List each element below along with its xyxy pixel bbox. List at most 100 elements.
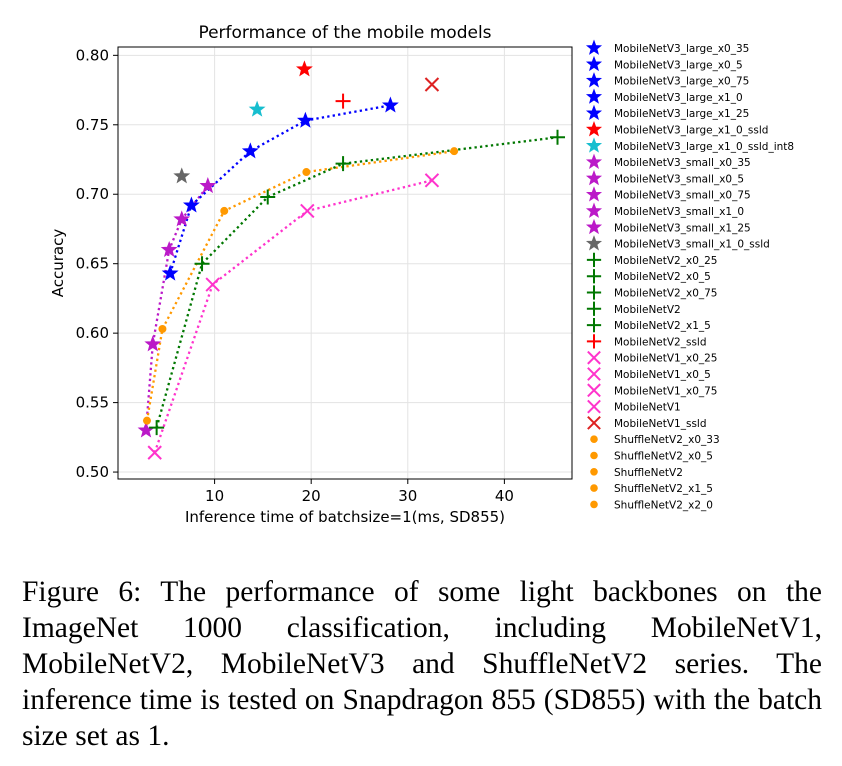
legend-marker [587, 399, 601, 414]
y-tick-label: 0.70 [76, 185, 109, 203]
legend-marker [590, 500, 598, 509]
point-MobileNetV2_x0_25 [149, 420, 165, 436]
data-markers [137, 60, 566, 460]
point-MobileNetV1_ssld [424, 77, 440, 92]
point-MobileNetV3_large_x1_0 [296, 111, 314, 128]
point-MobileNetV2 [335, 156, 351, 172]
x-tick-label: 20 [302, 487, 321, 505]
legend-marker [586, 317, 602, 333]
point-MobileNetV3_large_x1_25 [381, 96, 399, 113]
axis-ticks: 10 20 30 40 0.50 0.55 0.60 0.65 0.70 0.75 0.80 [76, 46, 514, 505]
point-MobileNetV3_large_x0_35 [161, 264, 179, 281]
legend-label: MobileNetV2_x1_5 [614, 320, 711, 332]
legend-label: MobileNetV2 [614, 304, 681, 316]
legend-label: MobileNetV3_large_x0_35 [614, 43, 749, 55]
y-tick-label: 0.55 [76, 394, 109, 412]
point-ShuffleNetV2 [220, 206, 229, 215]
point-ShuffleNetV2_x0_5 [158, 324, 167, 333]
legend-label: MobileNetV3_large_x1_0 [614, 92, 743, 104]
legend-marker [587, 383, 601, 398]
point-MobileNetV3_small_x1_0_ssld [173, 167, 191, 184]
y-tick-label: 0.65 [76, 255, 109, 273]
y-tick-label: 0.75 [76, 116, 109, 134]
point-MobileNetV2_ssld [335, 93, 351, 109]
point-MobileNetV2_x0_75 [260, 189, 276, 205]
point-MobileNetV2_x1_5 [550, 129, 566, 145]
legend-marker [585, 235, 603, 251]
legend-label: ShuffleNetV2_x2_0 [614, 499, 713, 511]
legend-marker [585, 169, 603, 186]
point-MobileNetV3_small_x0_75 [160, 240, 178, 257]
point-MobileNetV3_small_x1_0 [173, 210, 191, 227]
legend-label: MobileNetV3_small_x1_0_ssld [614, 239, 770, 251]
figure-caption: Figure 6: The performance of some light … [22, 576, 822, 752]
legend-marker [590, 435, 598, 444]
legend-marker [586, 269, 602, 284]
legend-label: MobileNetV3_large_x0_5 [614, 59, 743, 71]
legend-label: MobileNetV3_small_x1_0 [614, 206, 744, 218]
mnv2-line [155, 136, 558, 428]
legend-label: MobileNetV2_x0_5 [614, 271, 711, 283]
y-tick-label: 0.60 [76, 324, 109, 342]
chart-title: Performance of the mobile models [198, 23, 491, 43]
legend-marker [585, 137, 603, 153]
point-MobileNetV3_large_x1_0_ssld_int8 [248, 100, 266, 117]
legend-marker [585, 55, 603, 72]
legend-marker [590, 484, 598, 492]
legend-label: ShuffleNetV2_x1_5 [614, 483, 713, 495]
legend-label: ShuffleNetV2_x0_33 [614, 434, 720, 446]
point-MobileNetV1_x0_5 [205, 277, 220, 292]
legend-label: MobileNetV3_large_x1_25 [614, 108, 749, 120]
accuracy-vs-latency-chart: Performance of the mobile models 10 20 30 4… [49, 23, 794, 526]
point-ShuffleNetV2_x2_0 [450, 147, 459, 156]
grid-lines [118, 47, 572, 479]
legend-marker [586, 252, 602, 268]
legend-marker [585, 186, 603, 202]
legend-marker [585, 88, 603, 104]
point-MobileNetV3_small_x0_5 [144, 335, 162, 352]
legend-label: MobileNetV2_x0_25 [614, 255, 718, 267]
y-axis-label: Accuracy [49, 229, 67, 298]
x-tick-label: 30 [398, 487, 417, 505]
legend-marker [587, 350, 601, 365]
legend-marker [586, 285, 602, 300]
legend-marker [590, 451, 598, 460]
legend-label: MobileNetV2_ssld [614, 336, 707, 348]
mnv3_small-line [144, 185, 209, 431]
legend-marker [585, 153, 603, 169]
point-MobileNetV1 [424, 173, 440, 188]
mnv3_large-line [169, 104, 391, 274]
legend-label: ShuffleNetV2 [614, 467, 683, 479]
legend-marker [585, 202, 603, 218]
legend-label: MobileNetV3_small_x1_25 [614, 222, 751, 234]
point-MobileNetV3_small_x1_25 [199, 177, 217, 194]
x-axis-label: Inference time of batchsize=1(ms, SD855) [185, 508, 505, 526]
legend-label: MobileNetV1 [614, 402, 681, 414]
legend-label: MobileNetV1_x0_75 [614, 385, 718, 397]
legend-marker [585, 72, 603, 88]
x-tick-label: 40 [495, 487, 514, 505]
point-MobileNetV3_large_x0_5 [182, 196, 200, 213]
legend-label: ShuffleNetV2_x0_5 [614, 451, 713, 463]
legend: MobileNetV3_large_x0_35 MobileNetV3_large… [585, 39, 794, 511]
legend-label: MobileNetV1_x0_5 [614, 369, 711, 381]
figure: Performance of the mobile models 10 20 30 4… [49, 23, 794, 526]
legend-marker [587, 416, 601, 430]
legend-label: MobileNetV3_large_x1_0_ssld_int8 [614, 141, 794, 153]
legend-label: MobileNetV1_x0_25 [614, 353, 718, 365]
legend-marker [590, 468, 598, 476]
point-MobileNetV3_large_x1_0_ssld [296, 60, 313, 77]
point-ShuffleNetV2_x0_33 [142, 416, 151, 425]
legend-marker [585, 121, 603, 137]
legend-marker [587, 367, 601, 381]
x-tick-label: 10 [205, 487, 224, 505]
point-ShuffleNetV2_x1_5 [302, 168, 311, 177]
legend-label: MobileNetV3_large_x1_0_ssld [614, 125, 768, 137]
legend-marker [585, 39, 603, 55]
point-MobileNetV3_small_x0_35 [137, 421, 155, 438]
legend-label: MobileNetV1_ssld [614, 418, 707, 430]
legend-marker [585, 218, 603, 235]
point-MobileNetV2_x0_5 [194, 256, 210, 272]
legend-label: MobileNetV3_small_x0_75 [614, 190, 751, 202]
legend-label: MobileNetV3_small_x0_35 [614, 157, 751, 169]
